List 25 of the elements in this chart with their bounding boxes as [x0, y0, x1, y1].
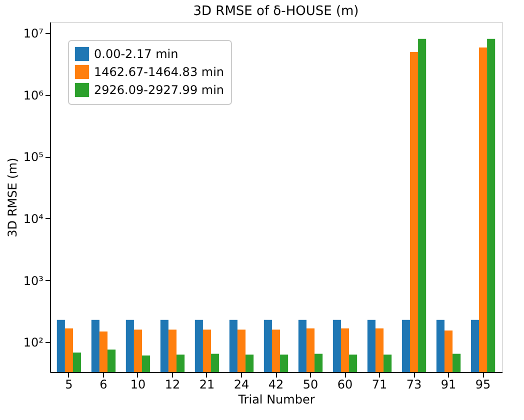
x-tick-label: 95: [475, 378, 491, 392]
x-tick-label: 91: [440, 378, 456, 392]
y-tick-label: 10⁴: [23, 212, 44, 226]
x-tick-label: 12: [164, 378, 180, 392]
x-tick-label: 71: [372, 378, 388, 392]
x-tick-label: 42: [268, 378, 284, 392]
chart-title: 3D RMSE of δ-HOUSE (m): [193, 4, 359, 19]
legend-label: 1462.67-1464.83 min: [94, 65, 224, 79]
y-tick-label: 10²: [23, 336, 44, 350]
x-tick-label: 10: [130, 378, 146, 392]
x-tick-label: 60: [337, 378, 353, 392]
y-tick-label: 10⁶: [23, 88, 44, 102]
y-axis-title: 3D RMSE (m): [5, 158, 20, 238]
x-tick-label: 6: [100, 378, 108, 392]
x-tick-label: 73: [406, 378, 422, 392]
x-axis-title: Trial Number: [237, 392, 315, 406]
x-tick-label: 5: [65, 378, 73, 392]
legend-label: 2926.09-2927.99 min: [94, 83, 224, 97]
x-tick-label: 24: [234, 378, 250, 392]
y-tick-label: 10⁷: [23, 26, 44, 40]
x-tick-label: 21: [199, 378, 215, 392]
y-tick-label: 10⁵: [23, 150, 44, 164]
y-tick-label: 10³: [23, 274, 44, 288]
x-tick-label: 50: [302, 378, 318, 392]
legend-label: 0.00-2.17 min: [94, 47, 178, 61]
